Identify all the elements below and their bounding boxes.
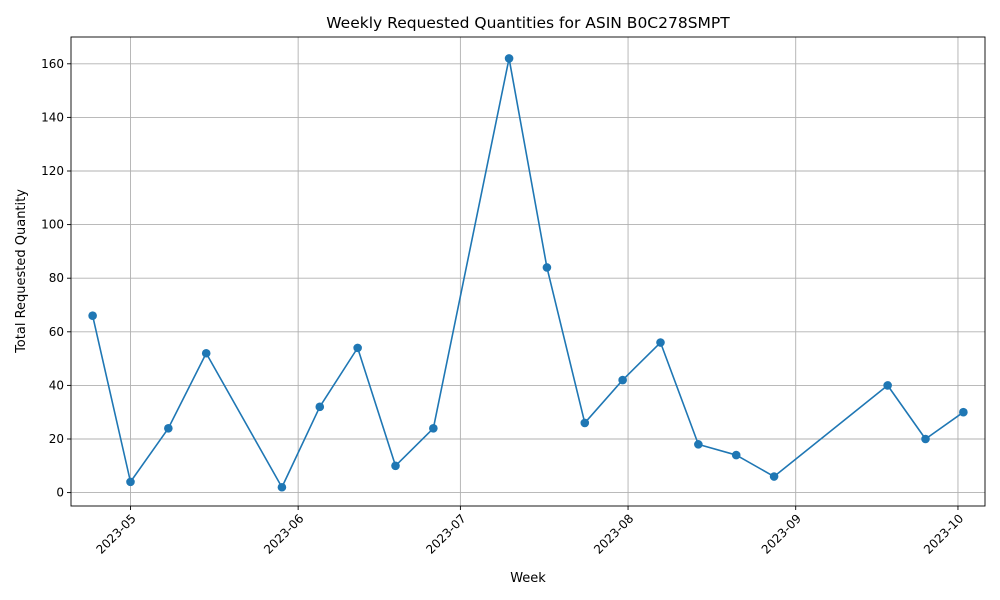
data-point <box>959 407 968 417</box>
data-point <box>429 423 438 433</box>
data-point <box>769 472 779 481</box>
series-layer <box>88 54 968 492</box>
data-point <box>164 423 173 433</box>
data-point <box>201 348 211 358</box>
x-tick-label: 2023-10 <box>921 511 966 556</box>
data-point <box>542 263 552 272</box>
data-point <box>731 450 741 460</box>
data-point <box>618 375 627 385</box>
data-point <box>694 440 703 449</box>
data-point <box>126 477 135 487</box>
data-point <box>391 461 400 471</box>
y-tick-label: 60 <box>49 325 64 339</box>
plot-frame <box>70 36 986 507</box>
y-tick-label: 80 <box>49 271 64 285</box>
x-axis-label: Week <box>510 571 546 586</box>
data-point <box>277 482 287 492</box>
x-tick-label: 2023-08 <box>591 511 636 556</box>
data-point <box>580 418 590 428</box>
x-tick-label: 2023-06 <box>261 511 306 556</box>
y-tick-label: 160 <box>41 57 64 71</box>
data-point <box>315 402 325 412</box>
y-axis: 0 20 40 60 80 100 120 140 160 <box>41 57 71 500</box>
data-point <box>883 381 892 390</box>
data-point <box>88 311 97 321</box>
y-tick-label: 120 <box>41 164 64 178</box>
data-point <box>921 434 930 444</box>
y-axis-label: Total Requested Quantity <box>14 189 29 354</box>
y-tick-label: 100 <box>41 218 64 232</box>
x-tick-label: 2023-09 <box>759 511 804 556</box>
y-tick-label: 40 <box>49 378 64 392</box>
data-point <box>504 54 514 63</box>
x-tick-label: 2023-07 <box>423 511 468 556</box>
data-point <box>353 343 362 353</box>
y-tick-label: 140 <box>41 110 64 124</box>
series-line <box>91 57 964 489</box>
grid <box>71 37 985 506</box>
x-axis: 2023-05 2023-06 2023-07 2023-08 2023-09 2023-… <box>93 506 966 557</box>
x-tick-label: 2023-05 <box>93 511 138 556</box>
y-tick-label: 0 <box>56 486 64 500</box>
data-point <box>656 338 665 347</box>
chart-title: Weekly Requested Quantities for ASIN B0C… <box>326 14 730 32</box>
y-tick-label: 20 <box>49 432 64 446</box>
